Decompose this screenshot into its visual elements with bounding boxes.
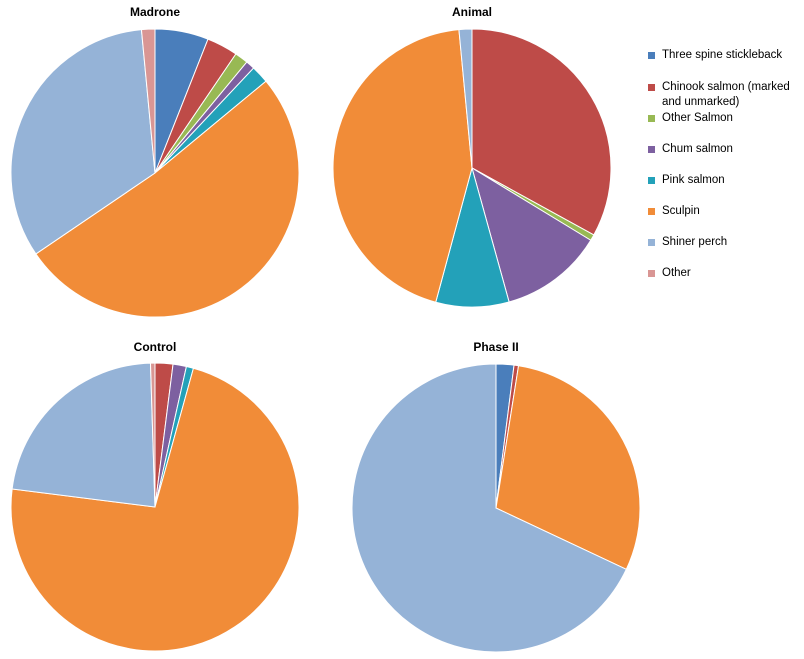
pie-title-phase-ii: Phase II (473, 340, 518, 354)
legend-label: Pink salmon (662, 174, 725, 186)
legend-label: Other (662, 267, 691, 279)
pie-title-madrone: Madrone (130, 5, 180, 19)
pie-slice-animal-shiner-perch (458, 28, 473, 169)
pie-title-control: Control (134, 340, 177, 354)
pie-slice-animal-chinook-salmon-marked-and-unmarked (471, 28, 612, 236)
legend-item: Sculpin (648, 204, 804, 219)
legend-label: Three spine stickleback (662, 49, 783, 61)
pie-slice-control-other (149, 362, 156, 508)
legend-swatch (648, 270, 655, 277)
pie-phase-ii (351, 363, 641, 653)
legend-swatch (648, 52, 655, 59)
legend-item: Other (648, 266, 804, 281)
pie-slice-animal-chum-salmon (471, 166, 592, 303)
pie-slice-control-shiner-perch (11, 362, 156, 508)
pie-slice-control-sculpin (10, 367, 300, 652)
legend-item: Other Salmon (648, 111, 804, 126)
legend-swatch (648, 239, 655, 246)
pie-animal (332, 28, 612, 308)
legend-swatch (648, 146, 655, 153)
legend-item: Pink salmon (648, 173, 804, 188)
legend-swatch (648, 84, 655, 91)
legend-item: Shiner perch (648, 235, 804, 250)
legend-label: Shiner perch (662, 236, 728, 248)
pie-slice-phase-ii-sculpin (495, 365, 641, 570)
legend-item: Chum salmon (648, 142, 804, 157)
pie-slice-madrone-other (140, 28, 156, 174)
legend-swatch (648, 177, 655, 184)
legend-label: Chinook salmon (marked and unmarked) (662, 81, 790, 108)
pie-slice-madrone-shiner-perch (10, 29, 156, 255)
legend: Three spine stickleback Chinook salmon (… (648, 48, 804, 282)
legend-swatch (648, 115, 655, 122)
pie-madrone (10, 28, 300, 318)
legend-item: Chinook salmon (marked and unmarked) (648, 80, 804, 110)
legend-label: Other Salmon (662, 112, 733, 124)
pie-control (10, 362, 300, 652)
legend-item: Three spine stickleback (648, 48, 804, 63)
pie-slice-phase-ii-shiner-perch (351, 363, 627, 653)
pie-slice-madrone-sculpin (35, 80, 300, 318)
legend-label: Chum salmon (662, 143, 733, 155)
pie-slice-animal-sculpin (332, 29, 473, 303)
legend-label: Sculpin (662, 205, 700, 217)
legend-swatch (648, 208, 655, 215)
pie-title-animal: Animal (452, 5, 492, 19)
